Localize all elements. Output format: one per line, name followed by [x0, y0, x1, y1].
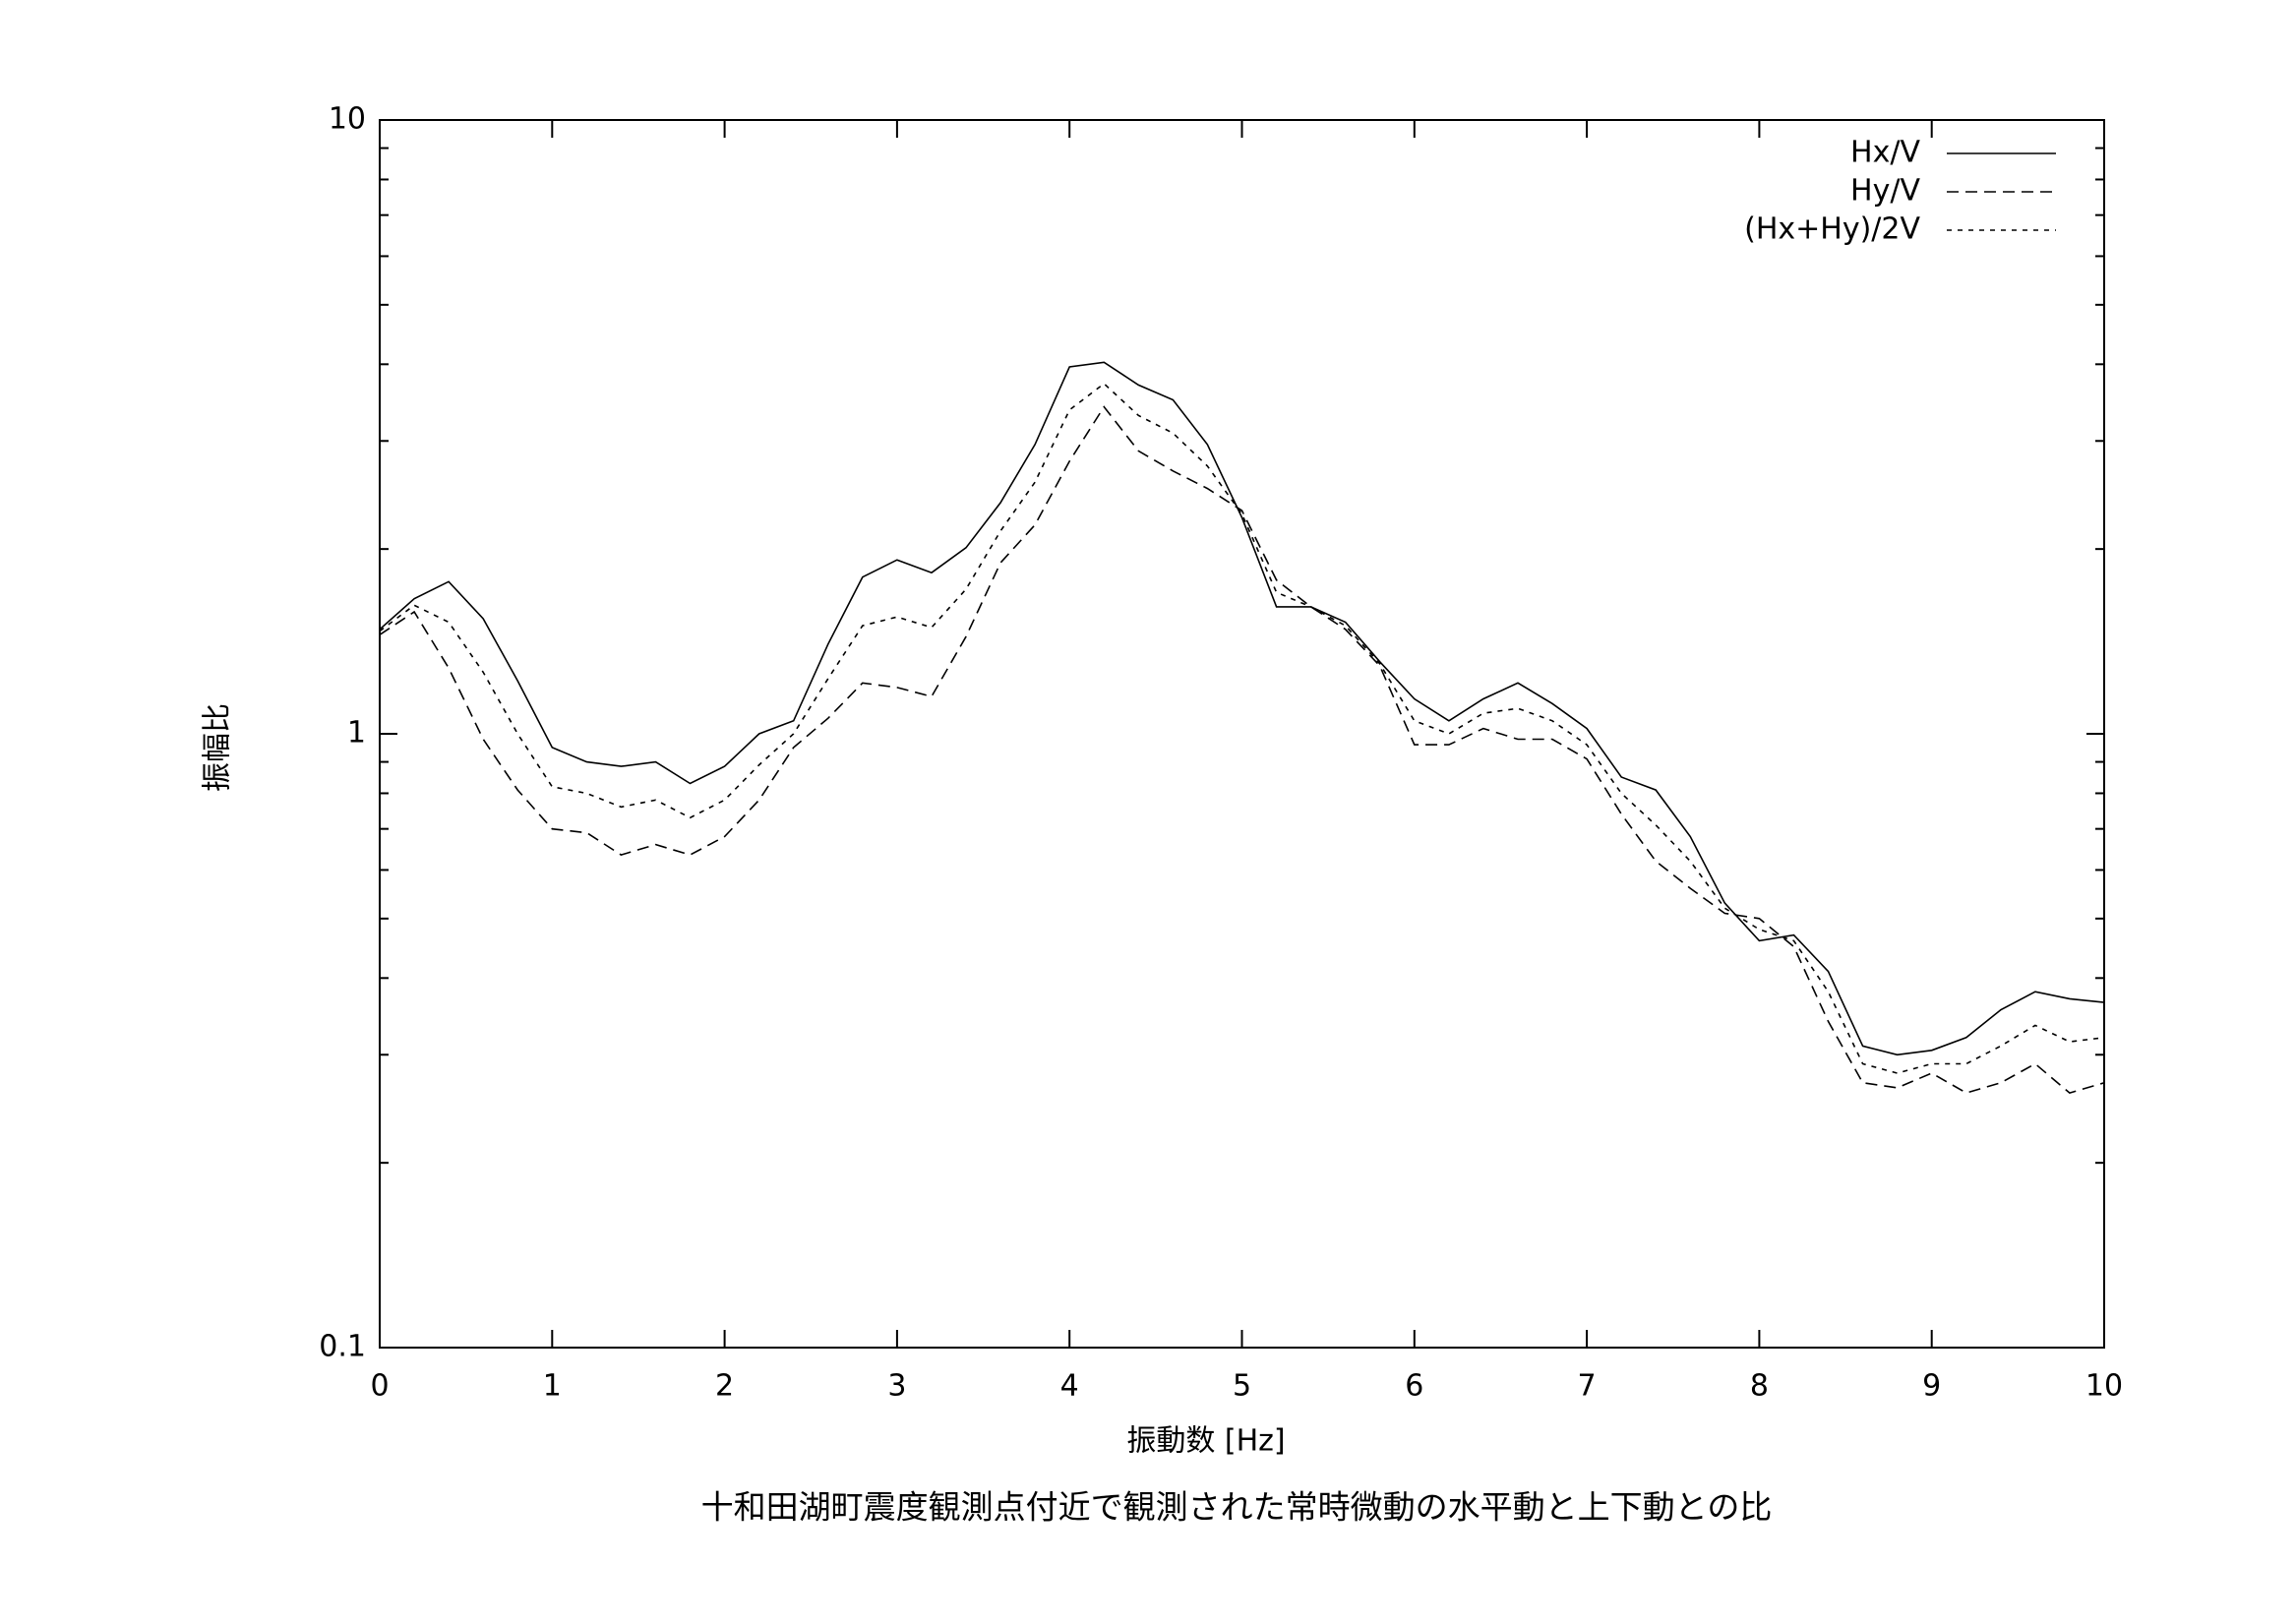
x-tick-label: 10	[2085, 1369, 2123, 1404]
legend-label: Hx/V	[1850, 136, 1920, 170]
plot-frame	[379, 119, 2105, 1349]
x-tick-label: 0	[370, 1369, 389, 1404]
x-tick-label: 9	[1922, 1369, 1941, 1404]
x-tick-label: 6	[1405, 1369, 1423, 1404]
y-axis-label: 振幅比	[201, 703, 235, 792]
x-tick-label: 1	[543, 1369, 562, 1404]
series-line	[379, 405, 2105, 1094]
x-tick-label: 7	[1578, 1369, 1597, 1404]
caption: 十和田湖町震度観測点付近で観測された常時微動の水平動と上下動との比	[701, 1488, 1773, 1527]
series-line	[379, 382, 2105, 1074]
legend-label: (Hx+Hy)/2V	[1744, 212, 1920, 247]
series-line	[379, 361, 2105, 1056]
y-tick-label: 10	[329, 102, 366, 137]
x-tick-label: 5	[1233, 1369, 1251, 1404]
x-tick-label: 4	[1060, 1369, 1079, 1404]
legend-label: Hy/V	[1850, 174, 1920, 209]
y-tick-label: 1	[347, 716, 366, 751]
x-tick-label: 8	[1750, 1369, 1769, 1404]
x-tick-label: 2	[715, 1369, 734, 1404]
x-tick-label: 3	[887, 1369, 906, 1404]
y-tick-label: 0.1	[319, 1330, 366, 1364]
x-axis-label: 振動数 [Hz]	[1126, 1424, 1285, 1459]
